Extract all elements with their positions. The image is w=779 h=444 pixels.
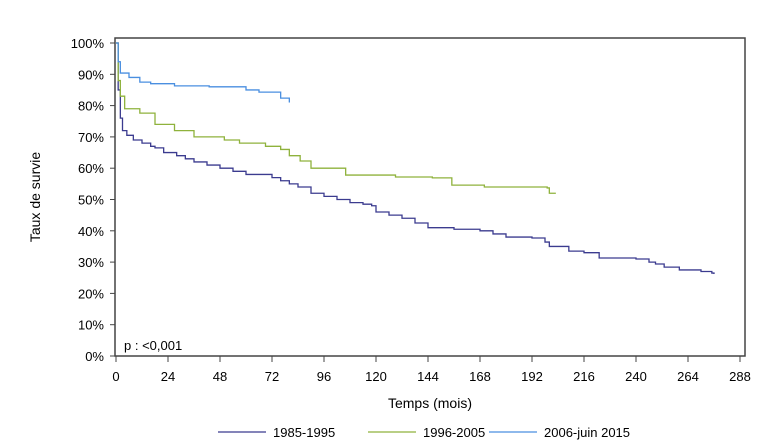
x-tick-label: 192 <box>521 369 543 384</box>
x-tick-label: 0 <box>112 369 119 384</box>
x-tick-label: 240 <box>625 369 647 384</box>
series-line-1985-1995 <box>116 42 715 274</box>
y-axis-label: Taux de survie <box>27 152 43 242</box>
x-tick-label: 72 <box>265 369 279 384</box>
y-tick-label: 90% <box>78 67 104 82</box>
x-axis-label: Temps (mois) <box>388 395 472 411</box>
x-tick-label: 48 <box>213 369 227 384</box>
x-tick-label: 24 <box>161 369 175 384</box>
x-tick-label: 288 <box>729 369 751 384</box>
x-tick-label: 216 <box>573 369 595 384</box>
y-tick-label: 100% <box>71 36 105 51</box>
y-tick-label: 0% <box>85 349 104 364</box>
x-tick-label: 264 <box>677 369 699 384</box>
series-line-1996-2005 <box>116 42 556 194</box>
x-tick-label: 96 <box>317 369 331 384</box>
y-tick-label: 40% <box>78 224 104 239</box>
x-tick-label: 144 <box>417 369 439 384</box>
y-tick-label: 60% <box>78 161 104 176</box>
legend-label: 1996-2005 <box>423 425 485 440</box>
p-value-annotation: p : <0,001 <box>124 338 182 353</box>
legend-label: 2006-juin 2015 <box>544 425 630 440</box>
y-tick-label: 50% <box>78 193 104 208</box>
y-tick-label: 70% <box>78 130 104 145</box>
plot-frame <box>114 37 746 357</box>
legend-label: 1985-1995 <box>273 425 335 440</box>
y-tick-label: 20% <box>78 286 104 301</box>
series-line-2006-juin 2015 <box>116 42 290 103</box>
y-tick-label: 30% <box>78 255 104 270</box>
x-tick-label: 168 <box>469 369 491 384</box>
y-tick-label: 10% <box>78 318 104 333</box>
y-tick-label: 80% <box>78 99 104 114</box>
x-tick-label: 120 <box>365 369 387 384</box>
legend: 1985-1995 1996-2005 2006-juin 2015 <box>218 425 630 440</box>
